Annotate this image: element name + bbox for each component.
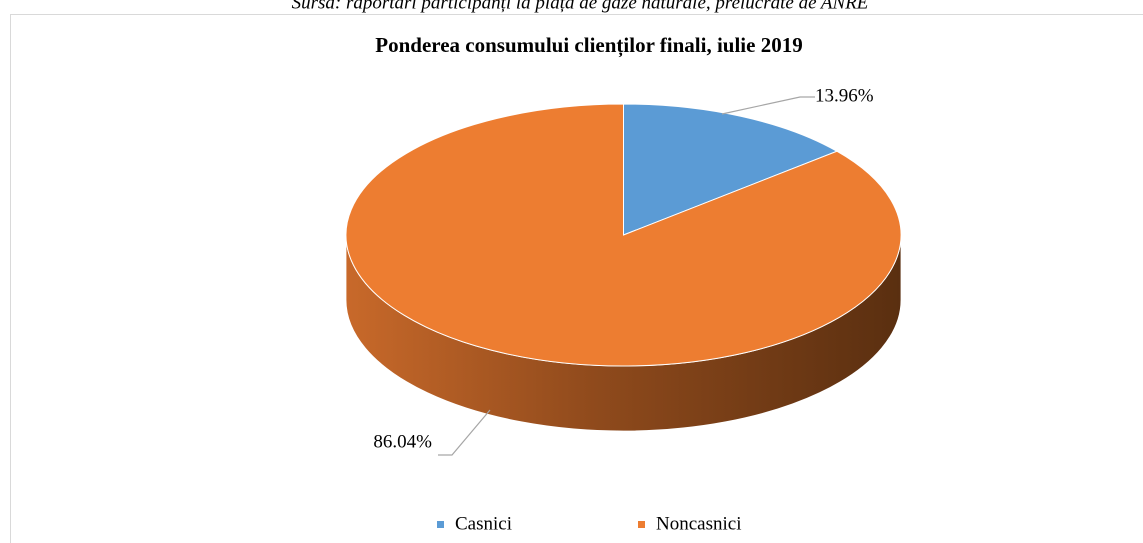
legend-label: Noncasnici: [656, 513, 741, 534]
legend-label: Casnici: [455, 513, 512, 534]
leader-line: [438, 409, 491, 456]
source-note: Sursa: raportări participanți la piața d…: [292, 0, 869, 13]
pie-slice: [345, 103, 902, 367]
data-label: 86.04%: [373, 431, 432, 452]
data-label: 13.96%: [815, 85, 874, 106]
legend-marker: [437, 521, 444, 528]
chart-title: Ponderea consumului clienților finali, i…: [375, 33, 802, 58]
pie-slice: [623, 103, 839, 236]
legend-marker: [638, 521, 645, 528]
leader-line: [721, 96, 815, 115]
